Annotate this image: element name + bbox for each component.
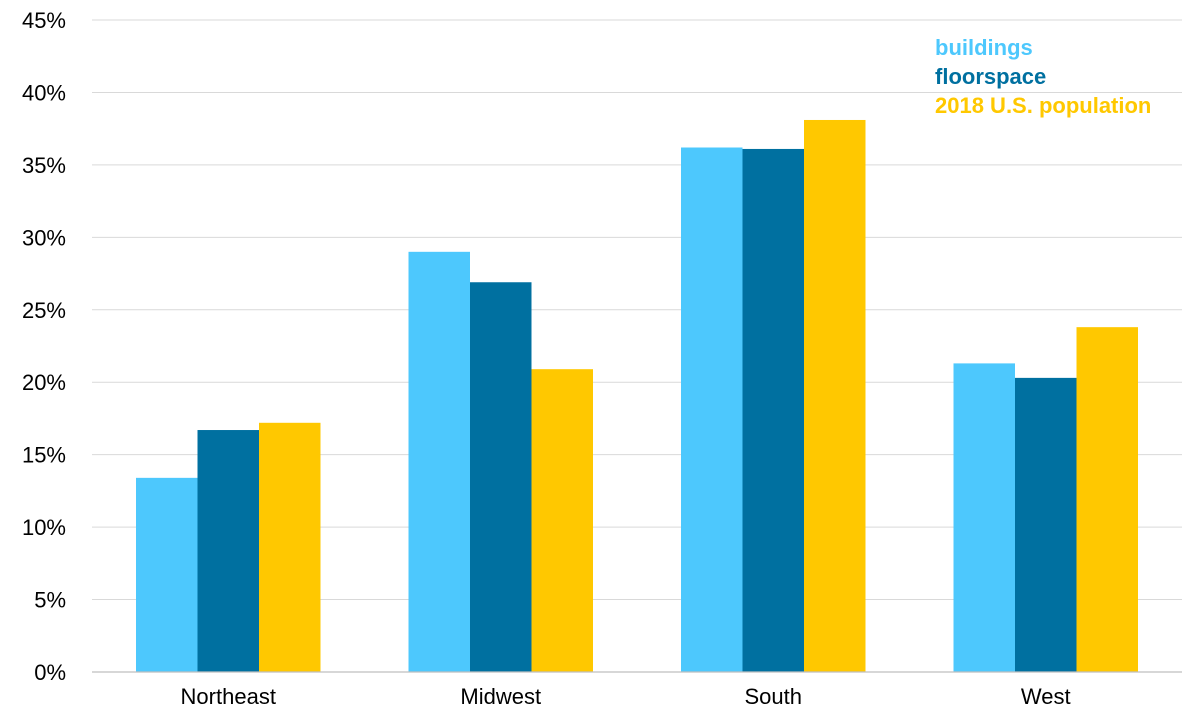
y-tick-label: 25% bbox=[22, 298, 66, 323]
y-tick-label: 30% bbox=[22, 225, 66, 250]
y-tick-label: 35% bbox=[22, 153, 66, 178]
bars bbox=[136, 119, 1138, 673]
bar-2018-u-s-population-northeast bbox=[259, 422, 321, 672]
y-tick-label: 0% bbox=[34, 660, 66, 685]
y-tick-label: 5% bbox=[34, 588, 66, 613]
legend-entry-buildings: buildings bbox=[935, 35, 1033, 60]
bar-buildings-west bbox=[953, 363, 1015, 672]
bar-buildings-midwest bbox=[408, 251, 470, 673]
y-tick-label: 20% bbox=[22, 370, 66, 395]
x-category-label: Midwest bbox=[460, 684, 541, 709]
bar-buildings-northeast bbox=[136, 477, 198, 672]
y-tick-label: 40% bbox=[22, 80, 66, 105]
x-category-label: South bbox=[745, 684, 803, 709]
bar-2018-u-s-population-midwest bbox=[531, 369, 593, 672]
bar-2018-u-s-population-south bbox=[804, 119, 866, 673]
x-category-label: Northeast bbox=[181, 684, 276, 709]
bar-floorspace-midwest bbox=[470, 282, 532, 672]
y-axis-tick-labels: 0% 5% 10% 15% 20% 25% 30% 35% 40% 45% bbox=[22, 8, 66, 685]
legend-entry-2018-u-s-population: 2018 U.S. population bbox=[935, 93, 1151, 118]
legend: buildings floorspace 2018 U.S. population bbox=[935, 35, 1151, 118]
bar-floorspace-west bbox=[1015, 377, 1077, 672]
bar-floorspace-south bbox=[742, 148, 804, 672]
x-axis-category-labels: Northeast Midwest South West bbox=[181, 684, 1071, 709]
bar-floorspace-northeast bbox=[197, 430, 259, 672]
y-tick-label: 45% bbox=[22, 8, 66, 33]
bar-buildings-south bbox=[681, 147, 743, 673]
bar-2018-u-s-population-west bbox=[1076, 327, 1138, 672]
y-tick-label: 15% bbox=[22, 443, 66, 468]
y-tick-label: 10% bbox=[22, 515, 66, 540]
x-category-label: West bbox=[1021, 684, 1071, 709]
legend-entry-floorspace: floorspace bbox=[935, 64, 1046, 89]
